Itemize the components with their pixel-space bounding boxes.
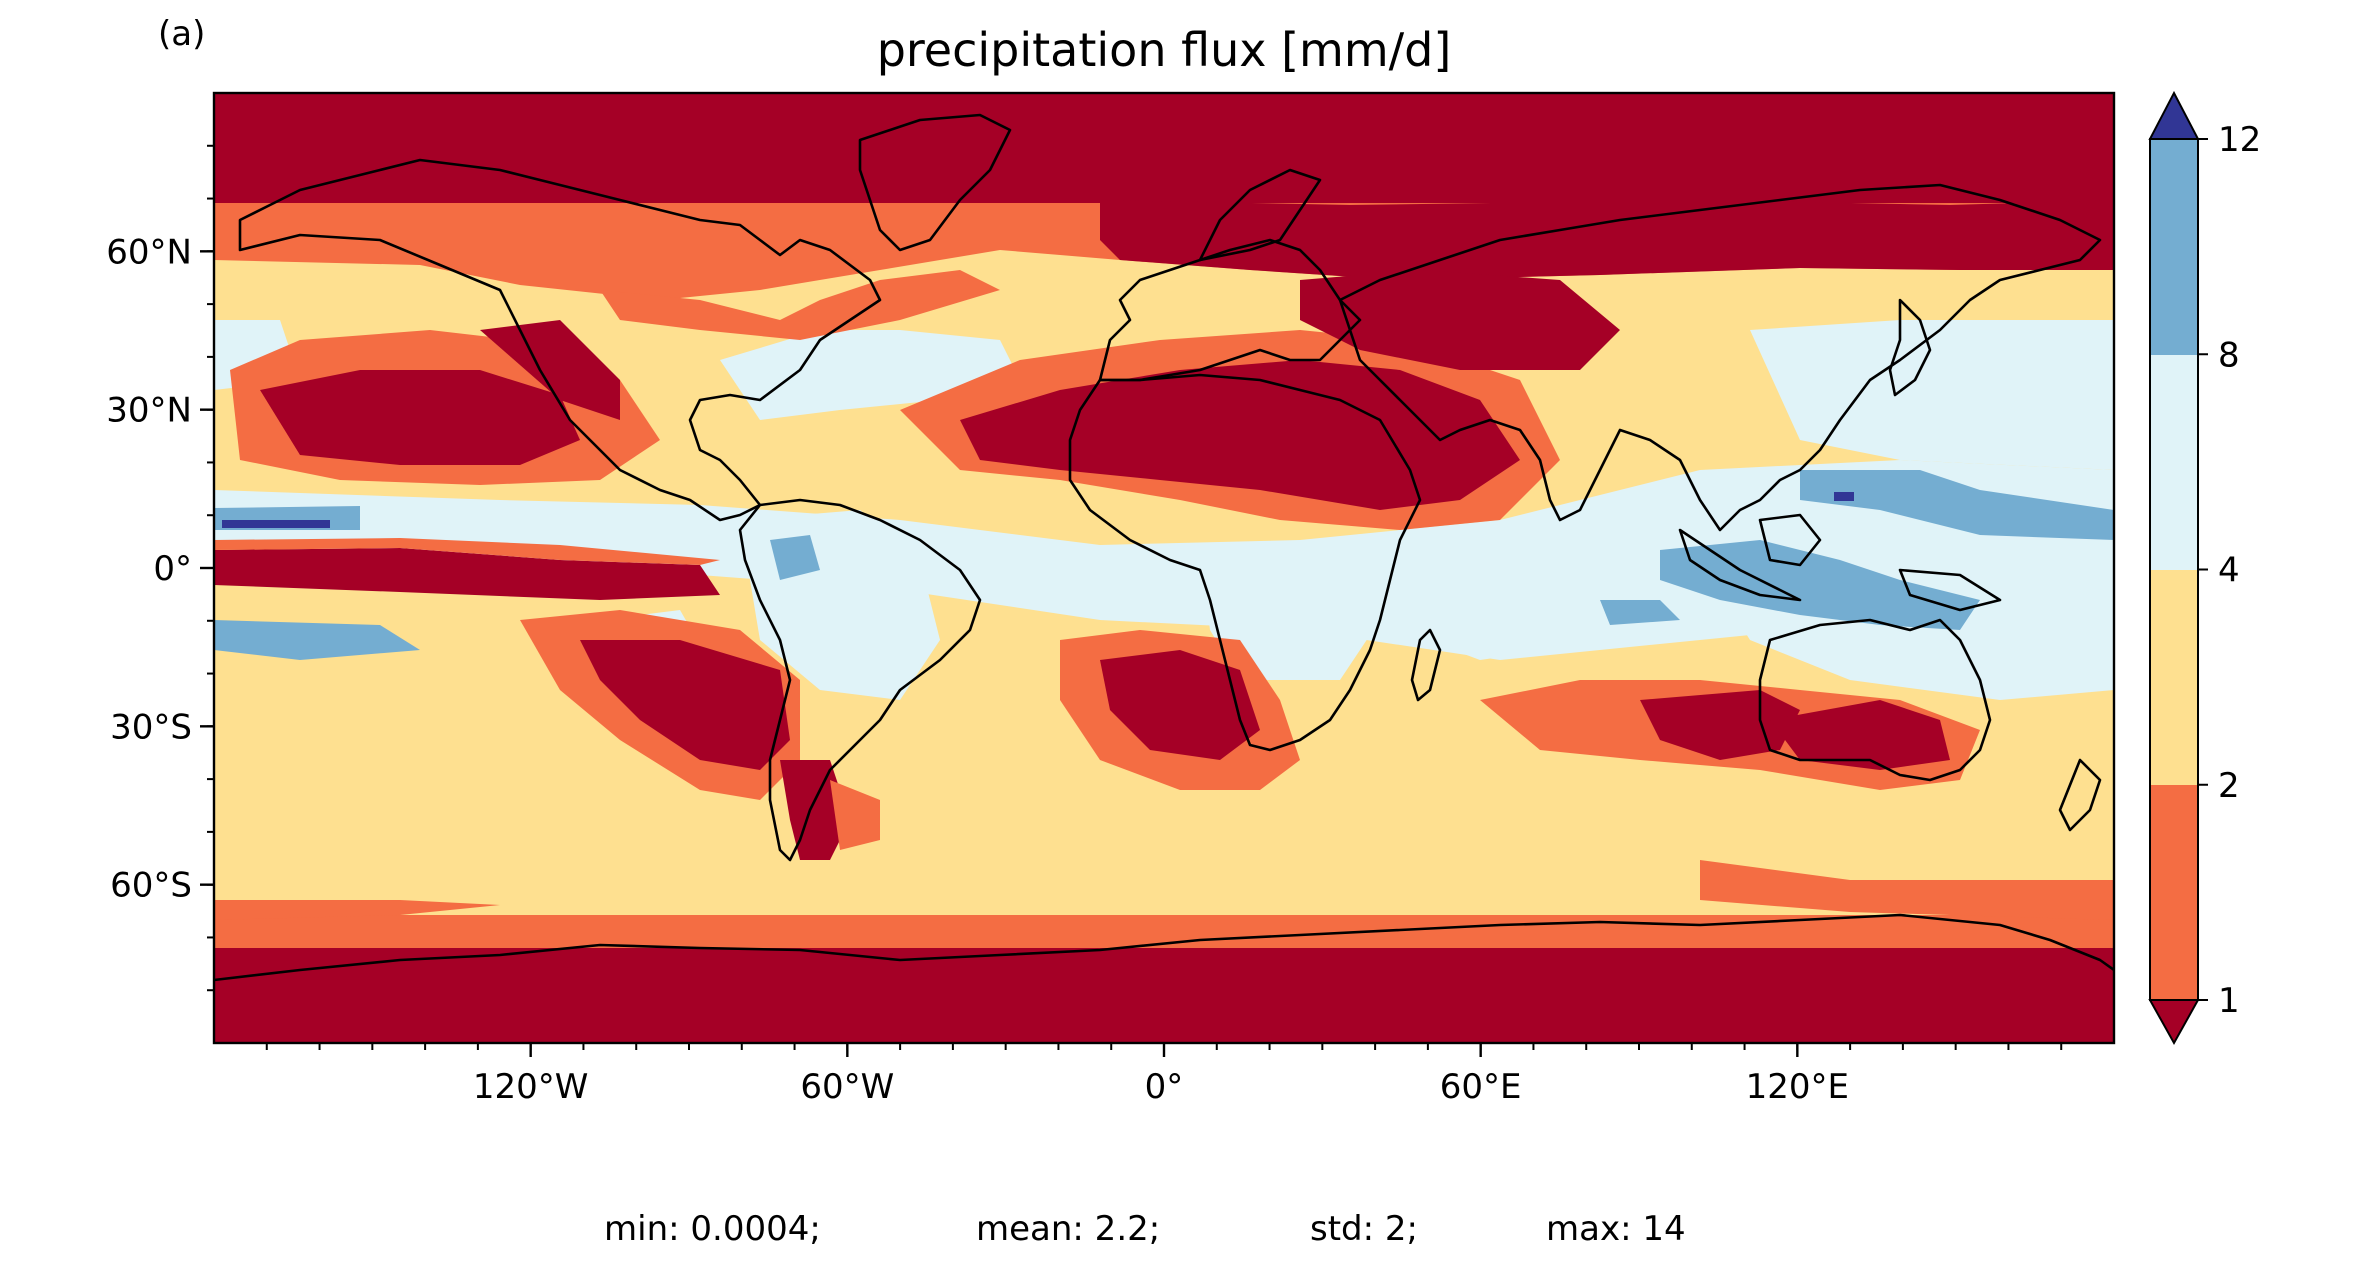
field-extreme-1: [222, 520, 330, 528]
colorbar-bin-1-2: [2150, 785, 2198, 1000]
coast-asia: [1338, 183, 2102, 532]
lon-tick-label: 60°E: [1440, 1067, 1522, 1107]
stat-min: min: 0.0004;: [604, 1209, 821, 1249]
lat-tick-label: 0°: [153, 549, 192, 589]
field-amazon-heavy: [770, 535, 820, 580]
field-s-atlantic-dry: [1100, 650, 1260, 760]
coast-madagascar: [1410, 628, 1442, 702]
panel-label: (a): [158, 14, 205, 54]
coast-europe: [1098, 238, 1362, 382]
stat-std: std: 2;: [1310, 1209, 1418, 1249]
lat-tick-label: 30°N: [106, 391, 192, 431]
lon-tick-label: 120°E: [1746, 1067, 1849, 1107]
field-nw-pacific-wet: [1750, 320, 2114, 470]
coast-north-america: [238, 158, 882, 522]
lat-tick-label: 60°S: [110, 866, 192, 906]
field-se-pacific-dry: [580, 640, 790, 770]
colorbar-bin-gt12: [2148, 90, 2200, 140]
lon-axis: 120°W 60°W 0° 60°E 120°E: [265, 1043, 2063, 1107]
colorbar-tick-label: 8: [2218, 335, 2240, 375]
stat-mean: mean: 2.2;: [976, 1209, 1160, 1249]
field-central-asia-dry: [1300, 270, 1620, 370]
precipitation-field: [214, 93, 2114, 1043]
coast-indonesia: [1678, 528, 1802, 602]
field-spcz-heavy: [214, 620, 420, 660]
lon-tick-label: 0°: [1145, 1067, 1184, 1107]
field-patagonia-low: [830, 780, 880, 850]
lon-tick-label: 60°W: [800, 1067, 894, 1107]
field-antarctic-dry: [214, 948, 2114, 1043]
colorbar-tick-label: 2: [2218, 766, 2240, 806]
colorbar-bin-2-4: [2150, 570, 2198, 785]
coast-australia: [1758, 618, 1992, 782]
colorbar-bin-8-12: [2150, 139, 2198, 355]
field-east-pacific-low: [214, 538, 720, 565]
field-extreme-2: [1834, 492, 1854, 501]
coast-japan: [1888, 298, 1932, 397]
stat-max: max: 14: [1546, 1209, 1686, 1249]
colorbar-tick-label: 1: [2218, 981, 2240, 1021]
coast-south-america: [738, 498, 982, 862]
field-indian-heavy: [1600, 600, 1680, 625]
field-indian-wet: [1400, 520, 1700, 660]
coast-new-zealand: [2058, 758, 2102, 832]
field-nw-africa-low: [600, 270, 1000, 340]
colorbar-bin-lt1: [2148, 999, 2200, 1046]
lat-tick-label: 60°N: [106, 232, 192, 272]
lat-axis: 60°N 30°N 0° 30°S 60°S: [106, 144, 214, 992]
field-south-low-1: [214, 900, 500, 920]
field-california-dry: [480, 320, 620, 420]
colorbar-tick-label: 4: [2218, 551, 2240, 591]
coast-greenland: [858, 113, 1012, 252]
map-title: precipitation flux [mm/d]: [877, 23, 1452, 77]
lon-tick-label: 120°W: [473, 1067, 589, 1107]
coast-antarctica: [214, 913, 2114, 982]
coastlines: [214, 113, 2114, 982]
field-australia-interior-dry: [1770, 700, 1950, 770]
lat-tick-label: 30°S: [110, 707, 192, 747]
field-south-low-2: [1700, 860, 2114, 920]
colorbar-bin-4-8: [2150, 355, 2198, 570]
field-east-pacific-dry: [214, 548, 720, 600]
coast-africa: [1068, 373, 1422, 752]
field-siberia-dry: [1100, 200, 2114, 280]
field-arctic-dry: [214, 93, 2114, 203]
field-ne-pacific-dry: [260, 370, 580, 465]
field-pacific-warmpool-heavy: [1800, 470, 2114, 540]
coast-borneo: [1758, 513, 1822, 567]
field-maritime-heavy: [1660, 540, 1980, 630]
colorbar-tick-label: 12: [2218, 120, 2261, 160]
field-sahara-dry: [960, 360, 1520, 510]
coast-new-guinea: [1898, 568, 2002, 612]
coast-scandinavia: [1198, 168, 1322, 262]
